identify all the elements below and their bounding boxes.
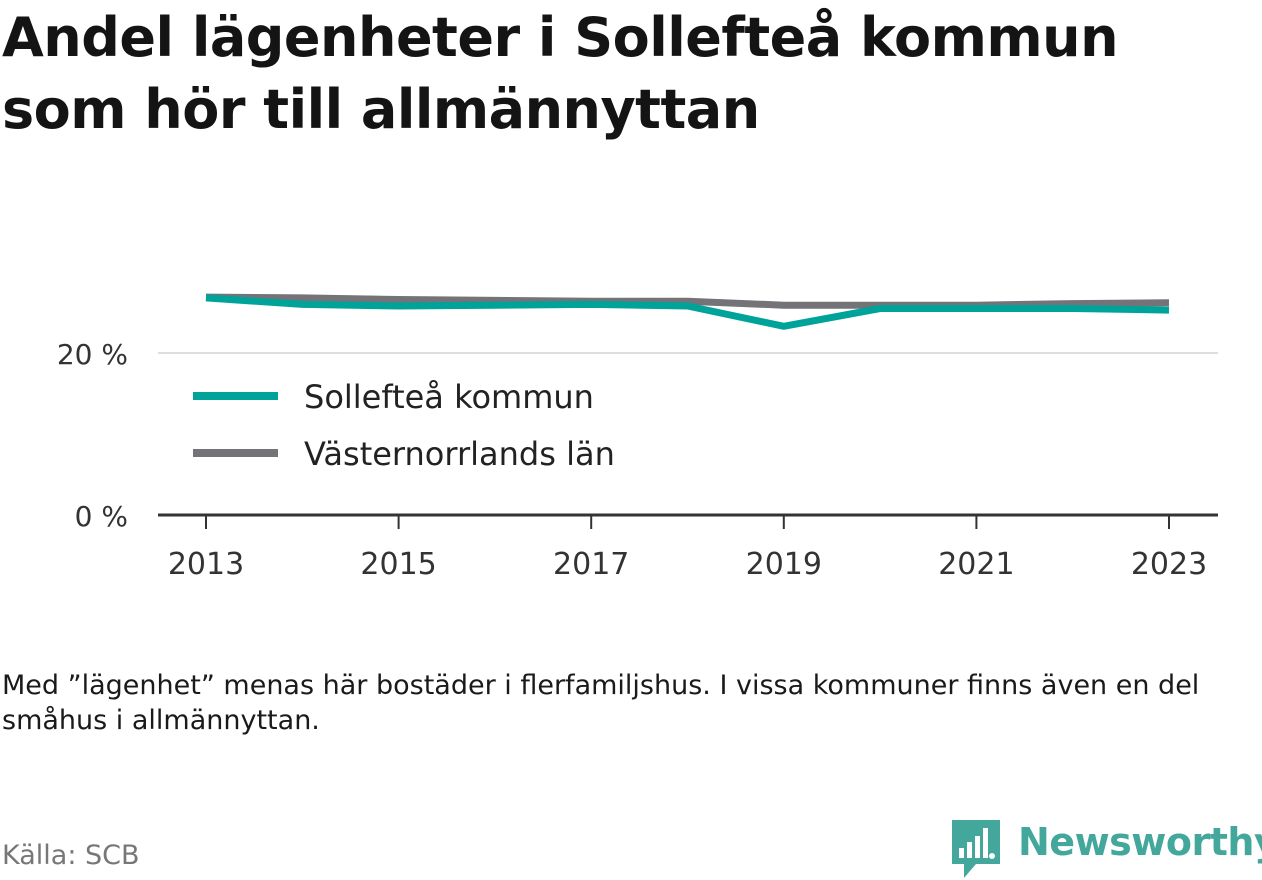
x-tick-label: 2017 xyxy=(553,547,629,582)
legend-label: Västernorrlands län xyxy=(304,435,615,473)
y-tick-label: 20 % xyxy=(57,338,128,371)
x-tick-label: 2019 xyxy=(746,547,822,582)
x-tick-label: 2015 xyxy=(360,547,436,582)
chart-note: Med ”lägenhet” menas här bostäder i fler… xyxy=(2,670,1200,736)
y-tick-label: 0 % xyxy=(75,500,128,533)
chart-title-line-2: som hör till allmännyttan xyxy=(2,78,760,141)
legend-label: Sollefteå kommun xyxy=(304,378,594,416)
series-line-2 xyxy=(205,293,1170,309)
series-line-1 xyxy=(205,294,1170,330)
chart-title-line-1: Andel lägenheter i Sollefteå kommun xyxy=(2,6,1119,69)
x-tick-label: 2013 xyxy=(168,547,244,582)
x-tick-label: 2023 xyxy=(1131,547,1207,582)
brand-name: Newsworthy xyxy=(1018,820,1262,864)
source-label: Källa: SCB xyxy=(2,840,140,871)
line-chart: 0 % 20 % 2013 2015 2017 2019 2021 2023 Sollefteå… xyxy=(57,293,1218,582)
brand-logo: Newsworthy xyxy=(950,818,1262,880)
chart-title: Andel lägenheter i Sollefteå kommun som … xyxy=(2,2,1252,146)
newsworthy-chart-icon xyxy=(952,820,1000,878)
x-tick-label: 2021 xyxy=(938,547,1014,582)
